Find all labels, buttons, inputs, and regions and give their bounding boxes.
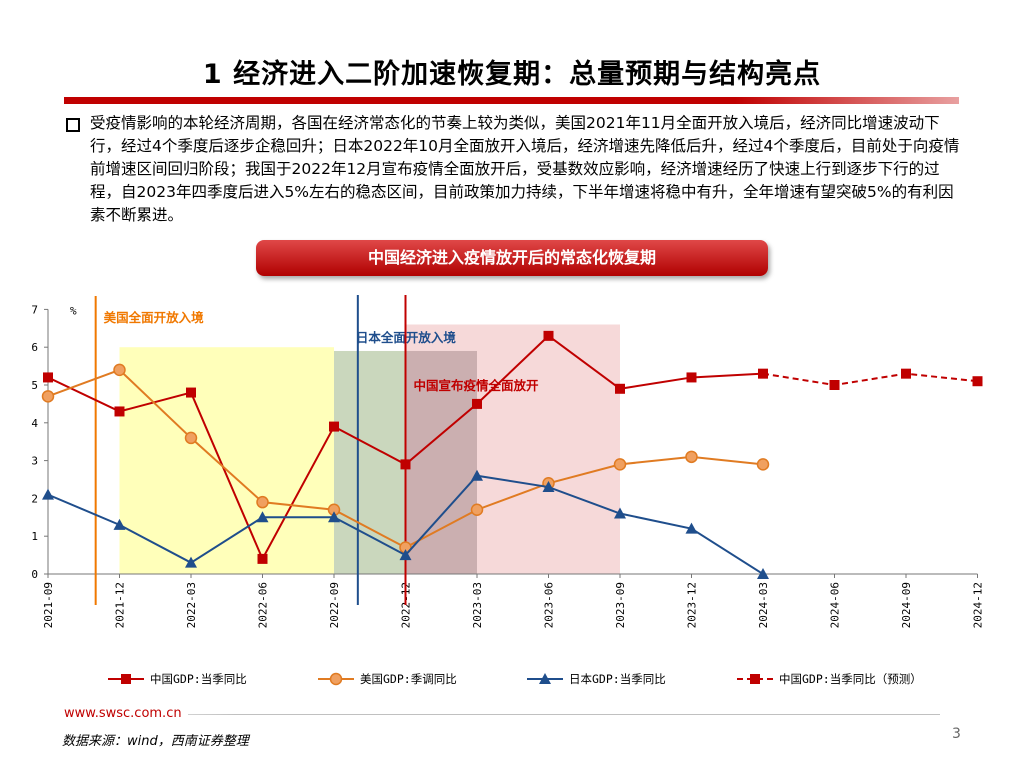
annotation-label: 中国宣布疫情全面放开 [414, 378, 540, 393]
data-point [399, 549, 412, 561]
data-point [256, 495, 269, 509]
x-tick-label: 2024-03 [757, 582, 770, 628]
legend-swatch-marker [329, 672, 343, 686]
highlight-zone-3 [405, 324, 620, 574]
series-line [762, 372, 978, 387]
x-tick-label: 2022-09 [328, 582, 341, 628]
x-tick-label: 2024-06 [829, 582, 842, 628]
legend-swatch-marker [539, 673, 551, 684]
data-point [686, 372, 697, 383]
data-point [615, 383, 625, 394]
data-point [41, 390, 55, 403]
y-tick-label: 3 [31, 455, 38, 468]
data-point [43, 372, 53, 383]
x-tick-label: 2022-03 [185, 582, 198, 628]
x-tick-label: 2021-12 [114, 582, 127, 628]
y-tick-label: 5 [31, 379, 38, 392]
data-point [542, 481, 555, 493]
data-point [184, 431, 198, 445]
x-tick-label: 2022-06 [257, 582, 270, 628]
legend-label: 中国GDP:当季同比 [150, 672, 247, 686]
data-point [257, 553, 268, 564]
data-point [114, 406, 125, 417]
data-point [613, 458, 627, 471]
bullet-square-icon [66, 118, 80, 132]
y-unit-label: % [70, 304, 77, 317]
y-tick-label: 0 [31, 568, 38, 581]
data-source-note: 数据来源：wind，西南证券整理 [62, 734, 249, 749]
data-point [329, 421, 339, 432]
legend-swatch-marker [750, 674, 760, 684]
y-tick-label: 1 [31, 530, 38, 543]
legend-label: 日本GDP:当季同比 [569, 672, 666, 686]
legend-label: 中国GDP:当季同比（预测） [779, 672, 922, 686]
data-point [186, 387, 196, 398]
website-url[interactable]: www.swsc.com.cn [64, 706, 188, 721]
x-tick-label: 2021-09 [42, 582, 55, 628]
data-point [256, 511, 269, 523]
data-point [829, 380, 840, 390]
gdp-line-chart: 0 1 2 3 4 5 6 7 % 2021-09 2021-12 2022-03 2022-06 202… [31, 295, 985, 686]
footer-divider [60, 714, 940, 715]
series-0 [43, 330, 768, 564]
legend-item-2: 日本GDP:当季同比 [527, 672, 666, 686]
highlight-zone-2 [405, 350, 477, 574]
x-tick-label: 2023-09 [614, 582, 627, 628]
data-point [685, 450, 698, 464]
y-tick-label: 2 [31, 492, 38, 505]
data-point [543, 330, 554, 341]
data-point [757, 568, 769, 579]
x-tick-label: 2023-12 [686, 582, 699, 628]
data-point [400, 459, 411, 470]
data-point [185, 556, 197, 568]
series-2 [42, 469, 769, 579]
data-point [42, 488, 54, 500]
page-title: 1 经济进入二阶加速恢复期：总量预期与结构亮点 [202, 59, 822, 90]
data-point [472, 398, 482, 409]
x-tick-label: 2024-09 [900, 582, 913, 628]
chart-title-banner: 中国经济进入疫情放开后的常态化恢复期 [256, 240, 768, 276]
data-point [328, 511, 340, 523]
highlight-zone-0 [119, 347, 334, 574]
data-point [471, 469, 483, 481]
legend-item-0: 中国GDP:当季同比 [108, 672, 247, 686]
data-point [113, 363, 126, 377]
data-point [470, 503, 484, 516]
data-point [972, 376, 983, 387]
data-point [685, 522, 698, 534]
y-tick-label: 4 [31, 417, 38, 430]
x-tick-label: 2022-12 [400, 582, 413, 628]
legend-item-3: 中国GDP:当季同比（预测） [737, 672, 922, 686]
data-point [901, 368, 911, 379]
legend-swatch-marker [121, 674, 131, 684]
y-tick-label: 7 [31, 303, 38, 316]
page-number: 3 [952, 726, 961, 742]
x-tick-label: 2023-06 [543, 582, 556, 628]
annotation-label: 美国全面开放入境 [104, 310, 205, 325]
title-underline [64, 97, 959, 104]
x-tick-label: 2024-12 [972, 582, 985, 628]
series-1 [41, 363, 770, 554]
legend-label: 美国GDP:季调同比 [360, 672, 457, 686]
legend-item-1: 美国GDP:季调同比 [318, 672, 457, 686]
y-tick-label: 6 [31, 341, 38, 354]
x-tick-label: 2023-03 [471, 582, 484, 628]
series-3 [762, 368, 983, 390]
bullet-paragraph: 受疫情影响的本轮经济周期，各国在经济常态化的节奏上较为类似，美国2021年11月… [90, 114, 960, 224]
data-point [756, 458, 770, 471]
data-point [113, 518, 126, 530]
data-point [614, 507, 626, 519]
